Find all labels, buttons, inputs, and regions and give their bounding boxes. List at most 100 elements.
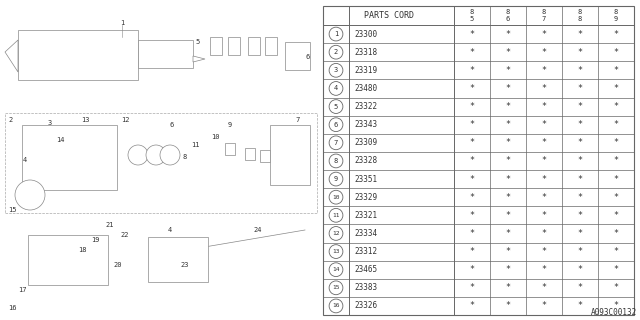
Text: 15: 15 <box>332 285 340 290</box>
Text: *: * <box>506 301 511 310</box>
Text: 17: 17 <box>18 287 26 293</box>
Text: 21: 21 <box>106 222 115 228</box>
Text: 23383: 23383 <box>354 283 377 292</box>
Text: 8: 8 <box>470 9 474 15</box>
Text: *: * <box>470 156 474 165</box>
Bar <box>28 235 108 285</box>
Text: *: * <box>506 156 511 165</box>
Text: 10: 10 <box>211 134 220 140</box>
Text: *: * <box>614 156 618 165</box>
Polygon shape <box>193 56 205 62</box>
Text: *: * <box>470 29 474 39</box>
Text: 23328: 23328 <box>354 156 377 165</box>
Bar <box>260 150 270 162</box>
Bar <box>225 143 235 155</box>
Text: 2: 2 <box>334 49 338 55</box>
Text: *: * <box>541 120 547 129</box>
Text: 6: 6 <box>306 54 310 60</box>
Text: 23351: 23351 <box>354 175 377 184</box>
Text: *: * <box>506 102 511 111</box>
Text: 7: 7 <box>296 117 300 123</box>
Text: 23312: 23312 <box>354 247 377 256</box>
Bar <box>148 237 208 282</box>
Text: *: * <box>506 84 511 93</box>
Text: 7: 7 <box>334 140 338 146</box>
Text: 23329: 23329 <box>354 193 377 202</box>
Text: 10: 10 <box>332 195 340 200</box>
Text: 23326: 23326 <box>354 301 377 310</box>
Text: 23334: 23334 <box>354 229 377 238</box>
Text: *: * <box>614 229 618 238</box>
Bar <box>210 37 222 55</box>
Text: 23300: 23300 <box>354 29 377 39</box>
Text: *: * <box>541 265 547 274</box>
Text: 23309: 23309 <box>354 138 377 147</box>
Text: *: * <box>614 66 618 75</box>
Text: *: * <box>577 102 582 111</box>
Text: 23318: 23318 <box>354 48 377 57</box>
Text: 14: 14 <box>332 267 340 272</box>
Text: *: * <box>541 247 547 256</box>
Text: *: * <box>577 247 582 256</box>
Bar <box>323 6 634 315</box>
Text: 11: 11 <box>332 213 340 218</box>
Text: *: * <box>614 301 618 310</box>
Text: *: * <box>470 102 474 111</box>
Text: 3: 3 <box>48 120 52 126</box>
Text: 23321: 23321 <box>354 211 377 220</box>
Text: *: * <box>470 211 474 220</box>
Text: 12: 12 <box>332 231 340 236</box>
Text: *: * <box>577 229 582 238</box>
Text: 23480: 23480 <box>354 84 377 93</box>
Text: *: * <box>541 156 547 165</box>
Text: *: * <box>541 211 547 220</box>
Text: *: * <box>470 283 474 292</box>
Text: *: * <box>614 138 618 147</box>
Text: 8: 8 <box>506 9 510 15</box>
Text: 8: 8 <box>183 154 187 160</box>
Text: 6: 6 <box>334 122 338 128</box>
Text: *: * <box>614 247 618 256</box>
Text: *: * <box>470 84 474 93</box>
Text: PARTS CORD: PARTS CORD <box>364 11 413 20</box>
Bar <box>228 37 240 55</box>
Bar <box>270 125 310 185</box>
Text: *: * <box>470 265 474 274</box>
Text: *: * <box>506 48 511 57</box>
Circle shape <box>146 145 166 165</box>
Text: *: * <box>577 138 582 147</box>
Text: 19: 19 <box>91 237 99 243</box>
Text: 3: 3 <box>334 67 338 73</box>
Text: *: * <box>470 193 474 202</box>
Text: 14: 14 <box>56 137 64 143</box>
Bar <box>18 30 138 80</box>
Bar <box>285 42 310 70</box>
Text: *: * <box>577 265 582 274</box>
Text: *: * <box>614 175 618 184</box>
Text: *: * <box>470 247 474 256</box>
Text: 23: 23 <box>180 262 189 268</box>
Bar <box>265 37 277 55</box>
Text: *: * <box>577 48 582 57</box>
Text: *: * <box>577 66 582 75</box>
Text: 1: 1 <box>120 20 124 26</box>
Text: *: * <box>541 193 547 202</box>
Text: *: * <box>541 66 547 75</box>
Text: *: * <box>614 29 618 39</box>
Text: 12: 12 <box>121 117 129 123</box>
Bar <box>22 125 117 190</box>
Text: 16: 16 <box>8 305 17 311</box>
Bar <box>248 37 260 55</box>
Circle shape <box>15 180 45 210</box>
Text: 15: 15 <box>8 207 17 213</box>
Text: *: * <box>506 229 511 238</box>
Text: *: * <box>541 29 547 39</box>
Text: *: * <box>506 29 511 39</box>
Text: *: * <box>470 120 474 129</box>
Text: 8: 8 <box>334 158 338 164</box>
Text: 9: 9 <box>228 122 232 128</box>
Text: *: * <box>506 211 511 220</box>
Text: 9: 9 <box>614 16 618 22</box>
Text: 23343: 23343 <box>354 120 377 129</box>
Text: *: * <box>541 138 547 147</box>
